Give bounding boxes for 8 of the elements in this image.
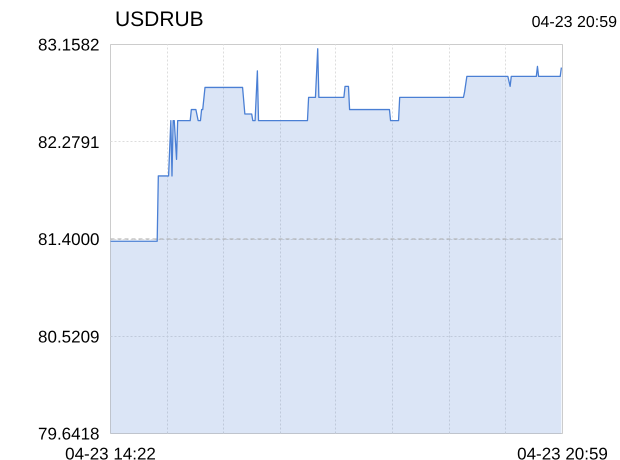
y-tick-label: 81.4000 (38, 230, 100, 249)
y-tick-label: 82.2791 (38, 132, 100, 152)
x-tick-label: 04-23 14:22 (65, 444, 156, 460)
y-tick-label: 83.1582 (38, 36, 100, 54)
text: 04-23 20:59 (532, 14, 617, 32)
y-tick-label: 79.6418 (38, 424, 100, 444)
chart-title: USDRUB (115, 7, 204, 33)
y-tick-label: 80.5209 (38, 327, 100, 346)
